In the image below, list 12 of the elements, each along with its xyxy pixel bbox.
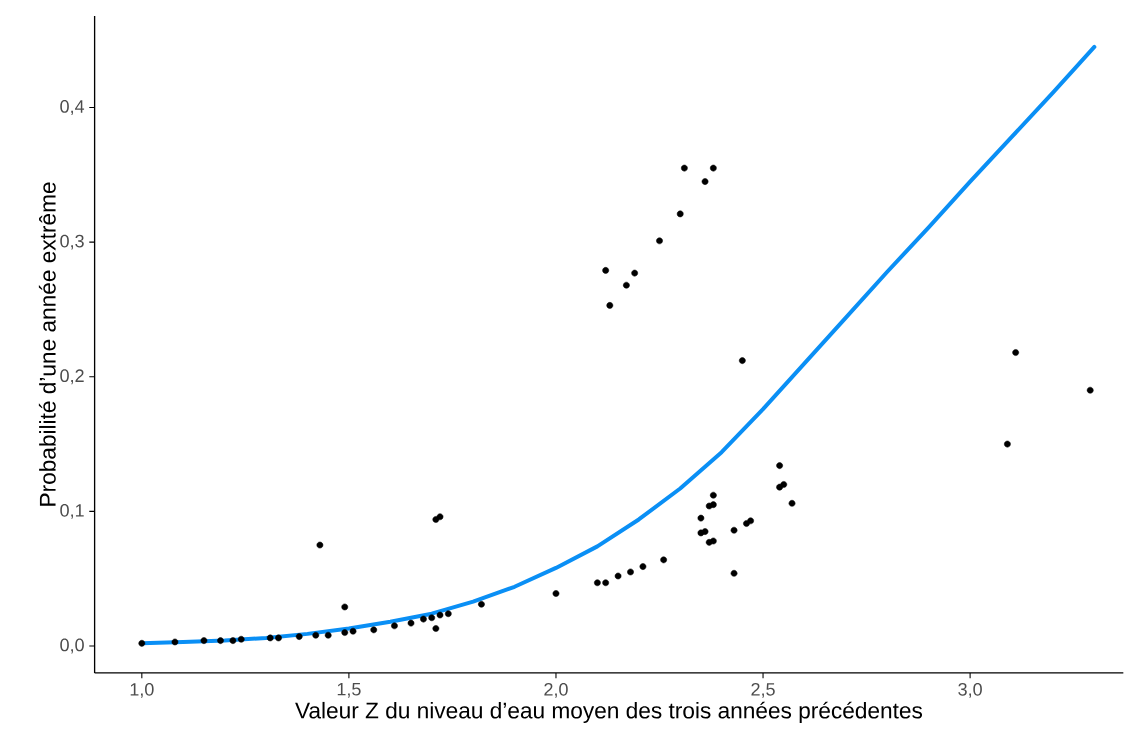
x-tick-label: 3,0 xyxy=(958,683,982,698)
y-axis-title: Probabilité d’une année extrême xyxy=(38,182,56,506)
x-tick-label: 2,5 xyxy=(751,683,775,698)
x-tick-label: 2,0 xyxy=(544,683,568,698)
y-tick-label: 0,0 xyxy=(60,638,84,654)
y-tick-label: 0,2 xyxy=(60,369,84,385)
x-tick-label: 1,0 xyxy=(130,683,154,698)
y-tick-label: 0,4 xyxy=(60,100,85,116)
x-tick-label: 1,5 xyxy=(337,683,361,698)
y-tick-label: 0,1 xyxy=(60,504,84,519)
x-axis-title: Valeur Z du niveau d’eau moyen des trois années précédentes xyxy=(295,701,923,724)
y-tick-label: 0,3 xyxy=(60,234,84,250)
